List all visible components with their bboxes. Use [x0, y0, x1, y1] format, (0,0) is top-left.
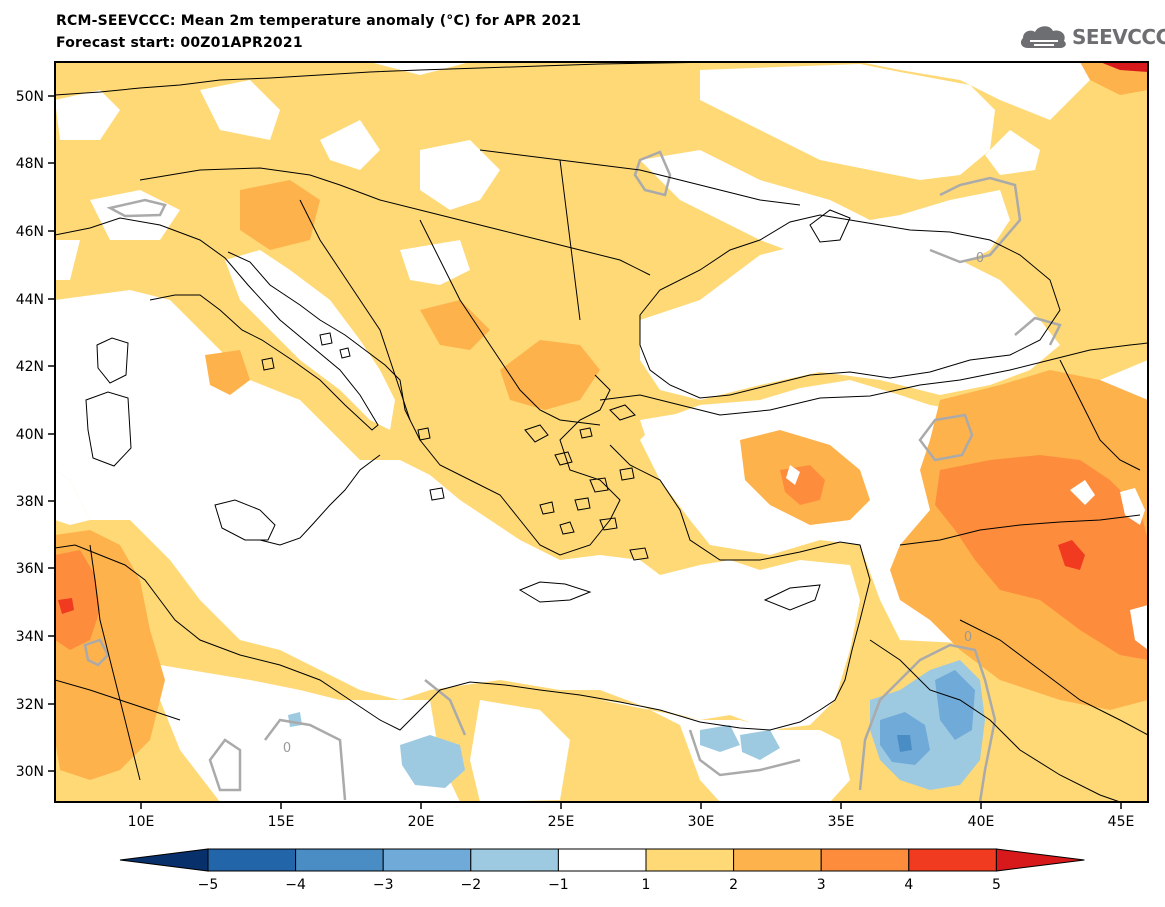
- colorbar-tick-label: 5: [992, 877, 1001, 893]
- lat-label-50n: 50N: [16, 89, 44, 105]
- lat-label-34n: 34N: [16, 629, 44, 645]
- lon-label-10e: 10E: [128, 814, 155, 830]
- colorbar-tick-label: 2: [729, 877, 738, 893]
- latitude-axis: 50N 48N 46N 44N 42N 40N 38N 36N 34N 32N …: [16, 89, 55, 780]
- lat-label-46n: 46N: [16, 224, 44, 240]
- islands: [261, 332, 649, 561]
- colorbar-bin: [470, 848, 559, 872]
- lon-label-40e: 40E: [968, 814, 995, 830]
- colorbar-tick-label: 4: [904, 877, 913, 893]
- logo-text: SEEVCCC: [1072, 25, 1165, 49]
- colorbar-tick-label: −3: [373, 877, 394, 893]
- cloud-icon: [1020, 26, 1066, 48]
- colorbar-bin: [207, 848, 297, 872]
- lat-label-48n: 48N: [16, 156, 44, 172]
- colorbar-bin: [645, 848, 735, 872]
- lat-label-38n: 38N: [16, 494, 44, 510]
- lon-label-20e: 20E: [408, 814, 435, 830]
- colorbar-bin: [557, 848, 647, 872]
- lat-label-30n: 30N: [16, 764, 44, 780]
- colorbar-cap-high: [995, 848, 1085, 872]
- anomaly-fill-layer: [55, 62, 1148, 802]
- lon-label-25e: 25E: [548, 814, 575, 830]
- colorbar-tick-label: −2: [460, 877, 481, 893]
- colorbar-bin: [820, 848, 910, 872]
- coastlines: [55, 62, 1148, 802]
- colorbar-tick-label: 3: [817, 877, 826, 893]
- colorbar-tick-label: −4: [285, 877, 306, 893]
- contour-label: 0: [964, 630, 972, 645]
- zero-contours: [83, 150, 1062, 802]
- map-frame: [54, 61, 1149, 803]
- colorbar-bin: [295, 848, 384, 872]
- colorbar-cap-low: [119, 848, 209, 872]
- lat-label-32n: 32N: [16, 697, 44, 713]
- lon-label-45e: 45E: [1108, 814, 1135, 830]
- colorbar-bin: [908, 848, 997, 872]
- contour-label: 0: [976, 251, 984, 266]
- seevccc-logo: SEEVCCC: [1018, 22, 1165, 52]
- colorbar-bin: [733, 848, 822, 872]
- colorbar-tick-label: 1: [642, 877, 651, 893]
- lat-label-36n: 36N: [16, 561, 44, 577]
- lon-label-30e: 30E: [688, 814, 715, 830]
- longitude-axis: 10E 15E 20E 25E 30E 35E 40E 45E: [128, 802, 1135, 830]
- colorbar-tick-label: −1: [548, 877, 569, 893]
- colorbar-bin: [382, 848, 472, 872]
- lat-label-44n: 44N: [16, 292, 44, 308]
- contour-label: 0: [283, 741, 291, 756]
- lat-label-40n: 40N: [16, 427, 44, 443]
- map-title: RCM-SEEVCCC: Mean 2m temperature anomaly…: [56, 13, 582, 29]
- colorbar: −5 −4 −3 −2 −1 1 2 3 4 5: [119, 848, 1085, 893]
- lon-label-15e: 15E: [268, 814, 295, 830]
- lat-label-42n: 42N: [16, 359, 44, 375]
- forecast-start-label: Forecast start: 00Z01APR2021: [56, 35, 303, 51]
- lon-label-35e: 35E: [828, 814, 855, 830]
- colorbar-tick-label: −5: [198, 877, 219, 893]
